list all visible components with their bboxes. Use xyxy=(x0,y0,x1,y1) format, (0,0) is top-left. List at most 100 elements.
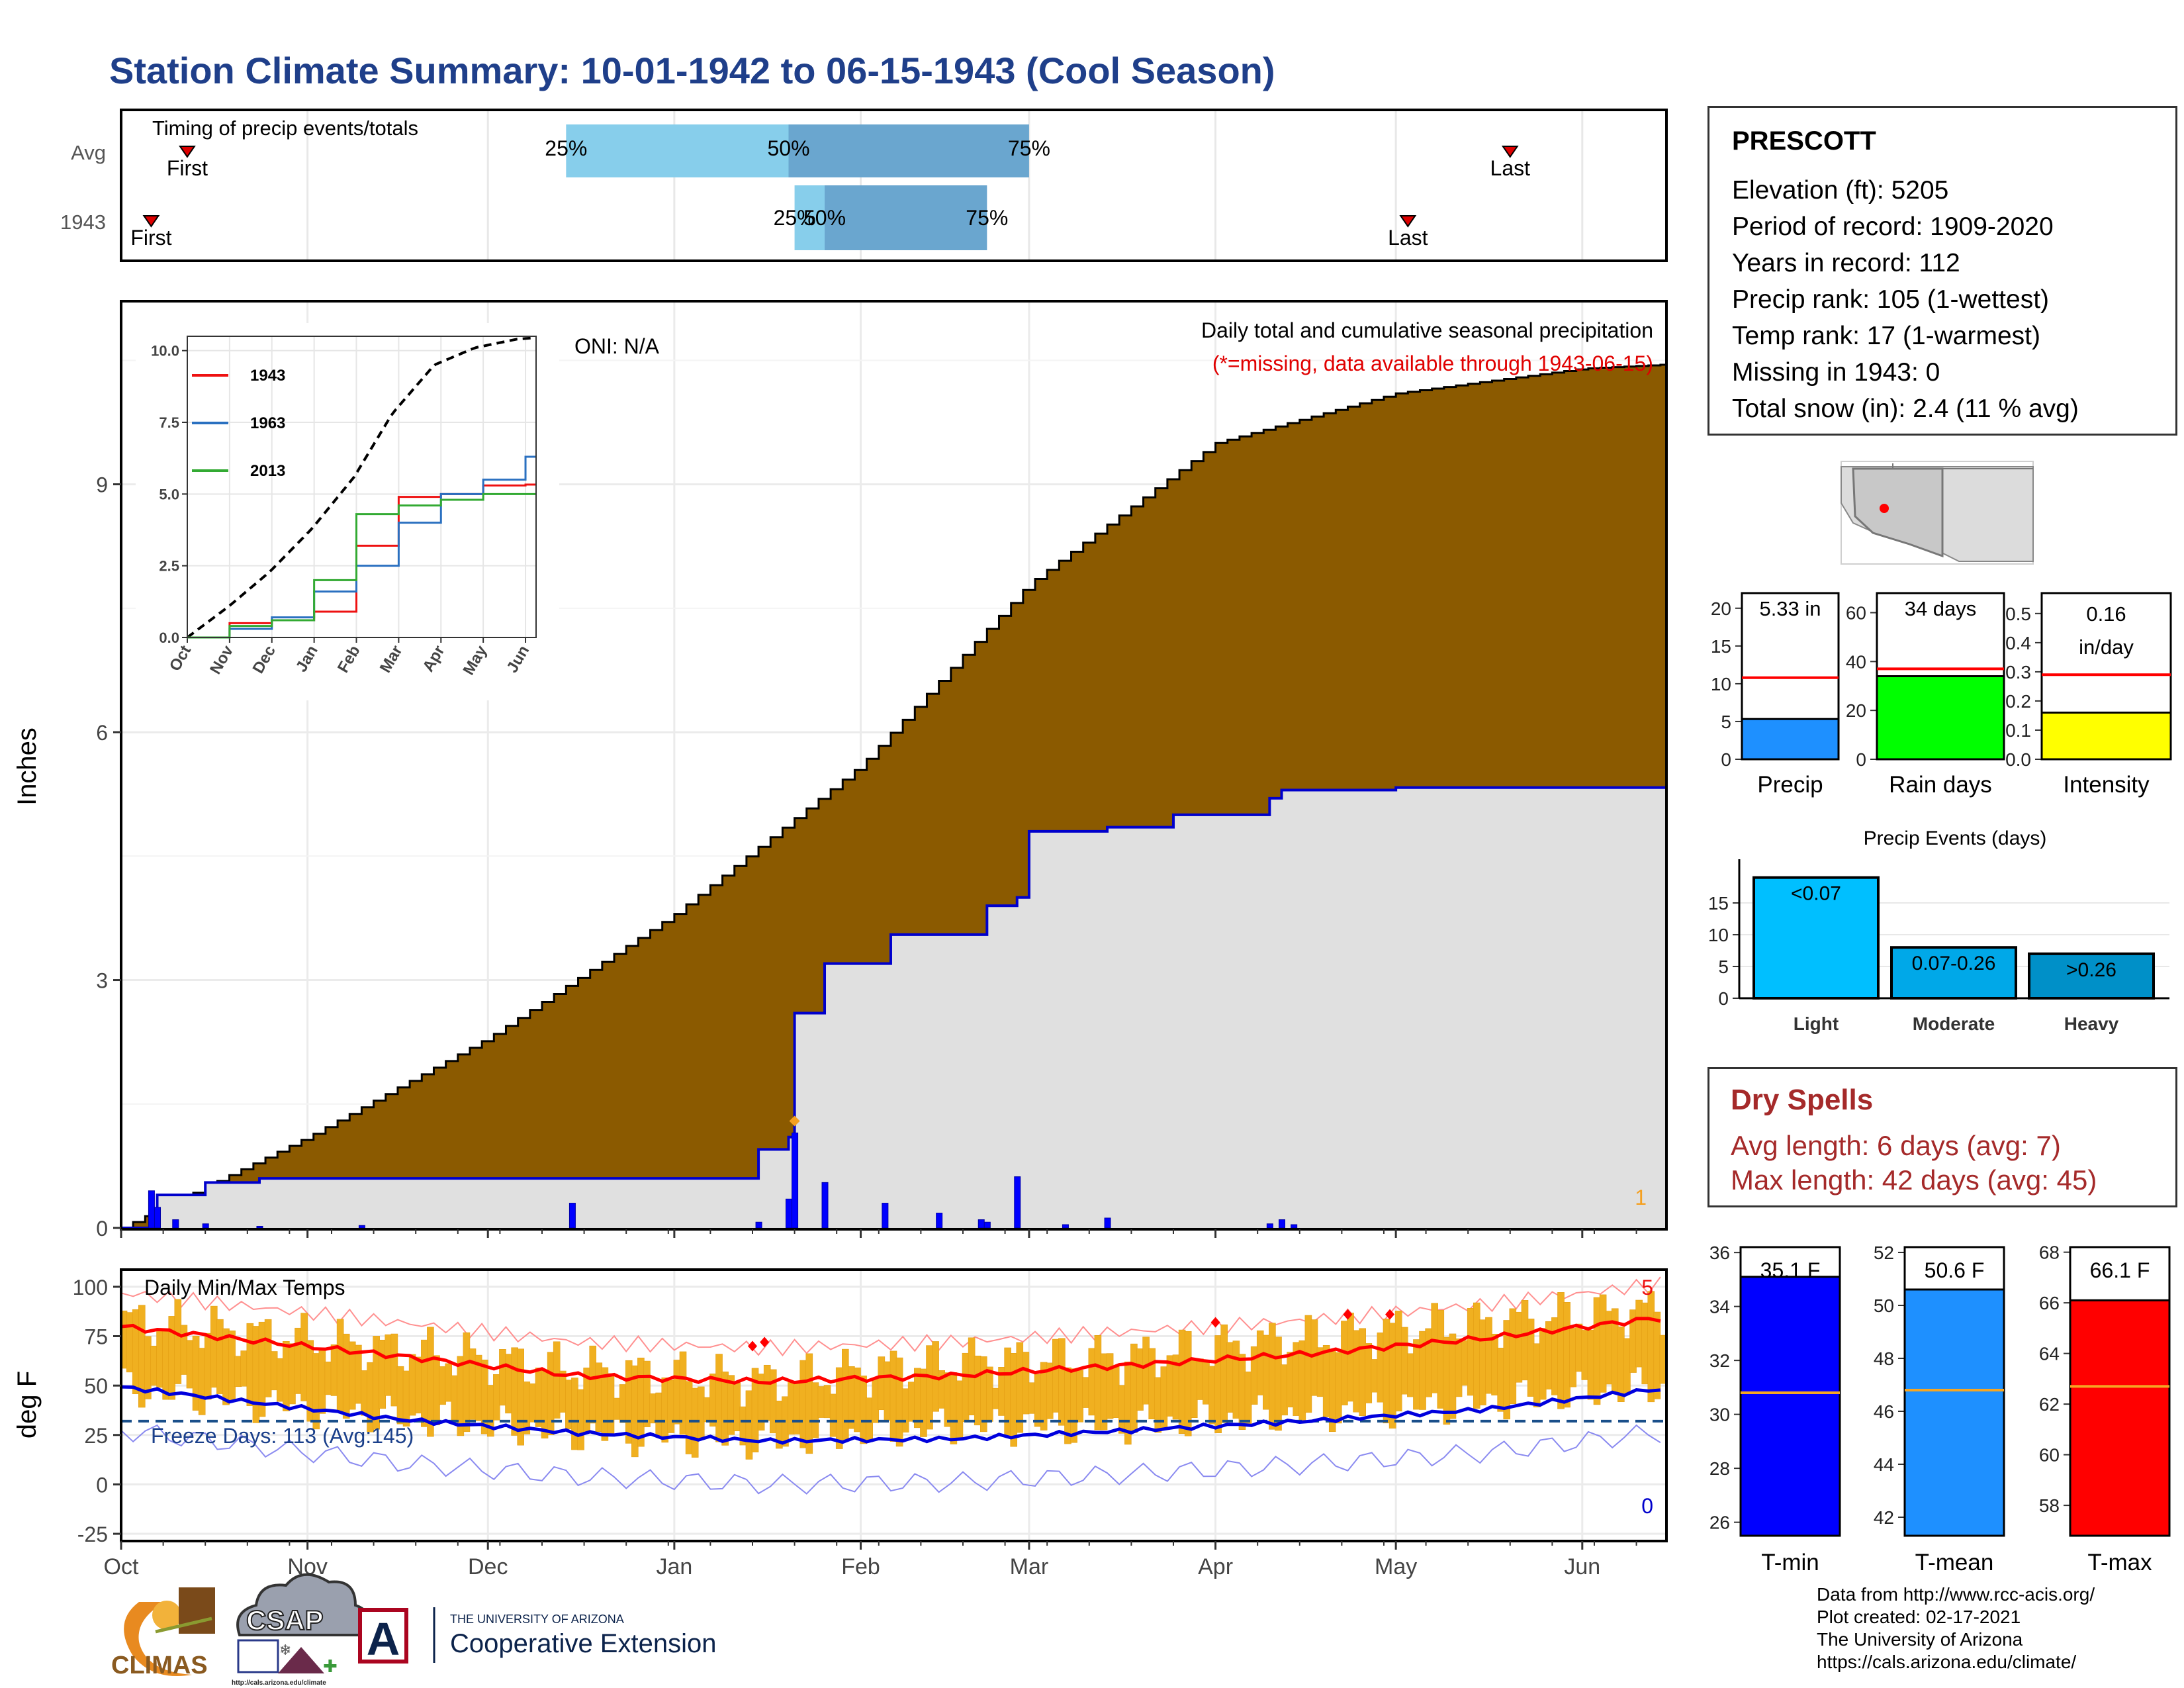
daily-temp-bar xyxy=(1581,1330,1589,1380)
daily-temp-bar xyxy=(1587,1329,1595,1400)
daily-precip-bar xyxy=(983,1221,991,1229)
record-low-line xyxy=(120,1424,1661,1495)
events-bar-label: <0.07 xyxy=(1791,883,1841,905)
daily-temp-bar xyxy=(1467,1308,1475,1396)
daily-temp-bar xyxy=(1593,1297,1601,1405)
daily-temp-bar xyxy=(541,1370,549,1438)
daily-temp-bar xyxy=(186,1340,194,1389)
events-category-label: Heavy xyxy=(2064,1013,2119,1034)
daily-temp-bar xyxy=(523,1382,531,1434)
daily-temp-bar xyxy=(414,1356,422,1414)
temp-content xyxy=(120,1276,1667,1495)
small-bar-value-label: 5.33 in xyxy=(1759,597,1821,620)
small-bar-category-label: Precip xyxy=(1757,772,1823,798)
daily-precip-bar xyxy=(1104,1217,1111,1229)
small-bar-y-tick-label: 0 xyxy=(1721,749,1731,770)
record-low-count: 0 xyxy=(1641,1494,1653,1518)
daily-temp-bar xyxy=(396,1366,404,1425)
temp-y-tick-label: 100 xyxy=(73,1276,108,1299)
precip-y-tick-label: 6 xyxy=(96,721,108,745)
daily-temp-bar xyxy=(794,1382,801,1434)
daily-precip-bar xyxy=(786,1198,793,1229)
csap-cloud-icon xyxy=(236,1573,372,1636)
daily-temp-bar xyxy=(493,1374,500,1421)
data-source-credits: Data from http://www.rcc-acis.org/ Plot … xyxy=(1817,1583,2095,1673)
daily-precip-bar xyxy=(172,1219,179,1229)
temp-bar-y-tick-label: 28 xyxy=(1709,1458,1730,1479)
month-tick-label: Dec xyxy=(468,1554,508,1579)
small-bar-y-tick-label: 0 xyxy=(1856,749,1866,770)
daily-temp-bar xyxy=(529,1383,537,1423)
daily-temp-bar xyxy=(920,1368,927,1437)
daily-temp-bar xyxy=(1322,1344,1330,1417)
ua-logo-big-text: Cooperative Extension xyxy=(450,1629,716,1658)
daily-temp-bar xyxy=(1154,1377,1162,1433)
daily-temp-bar xyxy=(463,1332,471,1432)
daily-temp-bar xyxy=(1304,1315,1312,1413)
dry-spells-title: Dry Spells xyxy=(1731,1084,1874,1116)
daily-temp-bar xyxy=(1022,1352,1030,1415)
temp-y-label: deg F xyxy=(13,1371,42,1438)
daily-precip-bar xyxy=(154,1207,161,1229)
small-bar-value-label: 34 days xyxy=(1905,597,1977,620)
daily-temp-bar xyxy=(1100,1353,1108,1430)
precip-annotation: Daily total and cumulative seasonal prec… xyxy=(1201,318,1653,342)
daily-temp-bar xyxy=(469,1348,477,1420)
temp-bar-y-tick-label: 34 xyxy=(1709,1297,1730,1317)
station-location-marker xyxy=(1880,504,1889,513)
daily-temp-bar xyxy=(283,1340,290,1411)
precip-events-chart: Precip Events (days) 0 5 10 15 <0.07 Light 0.07… xyxy=(1708,827,2169,1034)
daily-temp-bar xyxy=(505,1354,512,1414)
daily-temp-bar xyxy=(1112,1365,1120,1418)
last-event-marker xyxy=(1399,215,1417,228)
source-line: https://cals.arizona.edu/climate/ xyxy=(1817,1652,2077,1672)
daily-temp-bar xyxy=(1647,1291,1655,1403)
daily-precip-bar xyxy=(882,1203,889,1229)
precip-content xyxy=(121,363,1668,1229)
daily-temp-bar xyxy=(715,1354,723,1442)
station-period: Period of record: 1909-2020 xyxy=(1732,212,2054,241)
daily-temp-bar xyxy=(914,1368,921,1429)
temp-y-tick-label: -25 xyxy=(77,1523,108,1546)
daily-temp-bar xyxy=(204,1333,212,1400)
daily-temp-bar xyxy=(445,1363,452,1402)
daily-temp-bar xyxy=(1563,1302,1570,1408)
small-bar-y-tick-label: 0.2 xyxy=(2005,691,2031,712)
climas-sun-icon xyxy=(152,1601,181,1630)
daily-temp-bar xyxy=(1353,1330,1360,1413)
daily-temp-bar xyxy=(577,1389,584,1450)
daily-temp-bar xyxy=(553,1341,561,1419)
ua-logo-letter: A xyxy=(367,1613,400,1665)
dry-spells-box: Dry Spells Avg length: 6 days (avg: 7) M… xyxy=(1707,1067,2177,1207)
daily-temp-bar xyxy=(907,1382,915,1422)
daily-temp-bar xyxy=(1287,1352,1294,1408)
daily-temp-bar xyxy=(872,1378,880,1423)
inset-average-curve xyxy=(186,336,534,639)
daily-temp-bar xyxy=(1551,1317,1559,1395)
daily-temp-bar xyxy=(1148,1348,1156,1419)
daily-temp-bar xyxy=(889,1350,897,1442)
events-category-label: Moderate xyxy=(1913,1013,1995,1034)
daily-temp-bar xyxy=(421,1339,428,1427)
temp-bar-category-label: T-mean xyxy=(1915,1550,1994,1575)
daily-temp-bar xyxy=(595,1362,603,1432)
station-years: Years in record: 112 xyxy=(1732,249,1960,277)
daily-temp-bar xyxy=(805,1353,813,1454)
daily-temp-bar xyxy=(390,1333,398,1407)
daily-temp-bar xyxy=(619,1384,627,1423)
timing-quartile-label: 25% xyxy=(545,136,587,160)
daily-temp-bar xyxy=(673,1360,681,1425)
daily-temp-bar xyxy=(336,1319,344,1412)
daily-temp-bar xyxy=(228,1331,236,1401)
daily-temp-bar xyxy=(643,1360,651,1427)
daily-temp-bar xyxy=(1281,1364,1288,1416)
daily-precip-bar xyxy=(358,1225,365,1229)
first-event-label: First xyxy=(167,156,208,180)
station-elevation: Elevation (ft): 5205 xyxy=(1732,176,1949,205)
timing-quartile-label: 50% xyxy=(803,206,846,230)
timing-bar-q25-q50 xyxy=(794,185,825,250)
small-bar-y-tick-label: 5 xyxy=(1721,712,1731,732)
